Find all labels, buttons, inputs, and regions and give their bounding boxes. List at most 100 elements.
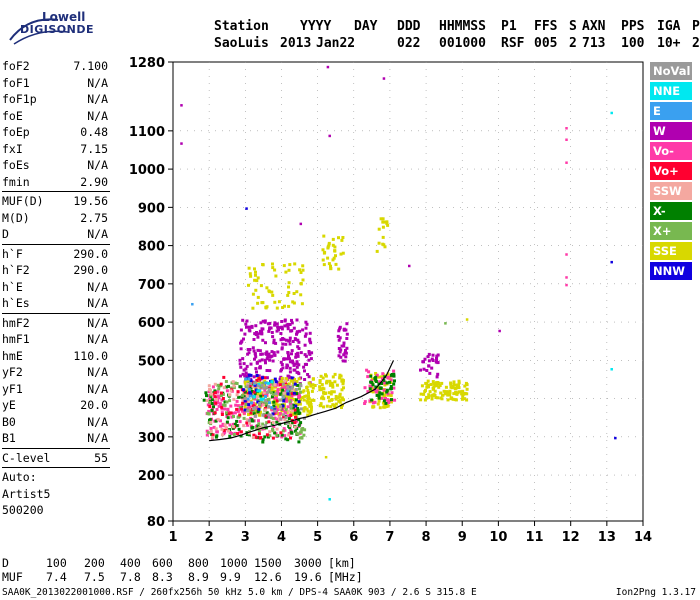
echo-point [425,369,429,372]
echo-point [321,387,325,391]
echo-point [304,354,308,358]
echo-point [253,278,257,282]
echo-point [219,384,223,388]
echo-point [270,350,274,354]
echo-point [431,353,435,357]
param-divider [2,312,110,314]
echo-point [258,366,262,370]
echo-point [291,300,295,304]
legend-item-vo: Vo- [650,142,692,160]
echo-point [393,379,396,383]
echo-point [343,351,347,355]
echo-point [232,433,236,436]
echo-point [242,424,246,428]
echo-point [463,397,467,401]
param-key: foF1 [2,75,30,90]
echo-point [296,354,300,358]
param-row-fof1p: foF1p N/A [2,91,110,108]
echo-point [208,397,212,401]
param-row-clevel: C-level 55 [2,450,110,467]
echo-point [309,383,313,387]
echo-point [253,414,257,418]
echo-point [375,249,379,253]
echo-point [207,384,211,388]
echo-point [383,245,387,249]
echo-point [265,357,269,361]
echo-point [217,387,221,391]
echo-point [265,402,269,406]
echo-point [421,360,425,364]
echo-point [226,416,230,420]
echo-point [390,398,393,402]
echo-point [287,291,291,294]
echo-point [373,400,377,404]
param-key: foEp [2,125,30,139]
echo-point [376,402,380,406]
echo-point [257,432,261,436]
echo-point [266,322,270,326]
echo-point [380,392,384,396]
echo-point [327,395,330,399]
echo-point [271,266,275,270]
echo-point [339,355,343,359]
echo-point [426,355,430,359]
echo-point [264,341,267,345]
param-value: N/A [87,296,108,310]
echo-point [432,393,436,397]
echo-point [263,389,267,393]
echo-point [388,380,392,384]
echo-point [299,384,303,388]
echo-point [295,365,299,369]
echo-point [256,384,260,388]
echo-point [338,392,342,396]
header-label-10: IGA [657,19,681,34]
virtual-height-trace [209,360,395,442]
echo-point [247,283,250,287]
echo-point [241,357,245,361]
echo-point [259,394,263,398]
echo-point [456,391,460,395]
echo-point [331,258,335,262]
echo-point [310,405,313,409]
echo-point [220,398,224,402]
legend-item-noval: NoVal [650,62,692,80]
echo-point [267,415,271,419]
echo-point [370,387,374,391]
echo-point [289,378,293,382]
echo-point [224,380,228,383]
echo-point [230,432,234,435]
echo-point [244,322,248,326]
echo-point [274,341,278,345]
echo-point [271,359,275,363]
echo-point [293,382,297,386]
echo-point [245,433,249,436]
echo-point [383,394,387,398]
echo-point [460,397,464,401]
param-key: yF1 [2,381,23,396]
echo-point [210,398,214,402]
echo-point [306,389,310,392]
echo-point [239,347,243,351]
echo-point [258,401,262,405]
echo-point [381,217,385,221]
echo-point [297,440,301,444]
echo-point [292,398,296,401]
echo-point [345,322,349,326]
echo-point [283,406,286,410]
echo-point [370,377,374,381]
echo-point [264,361,267,365]
echo-point [307,381,311,385]
echo-point [241,393,245,397]
echo-point [283,319,287,323]
echo-point [251,401,255,405]
echo-point [261,327,265,331]
echo-point [259,410,262,414]
header-value-5: RSF [501,36,525,51]
echo-point [333,249,337,253]
parameters-panel: foF2 7.100 foF1 N/A foF1p N/A foE N/A foEp 0.48 fx… [2,58,110,519]
echo-point [287,421,291,425]
echo-point [286,327,290,331]
echo-point [294,404,298,408]
echo-point [267,413,271,417]
echo-point [450,396,454,400]
